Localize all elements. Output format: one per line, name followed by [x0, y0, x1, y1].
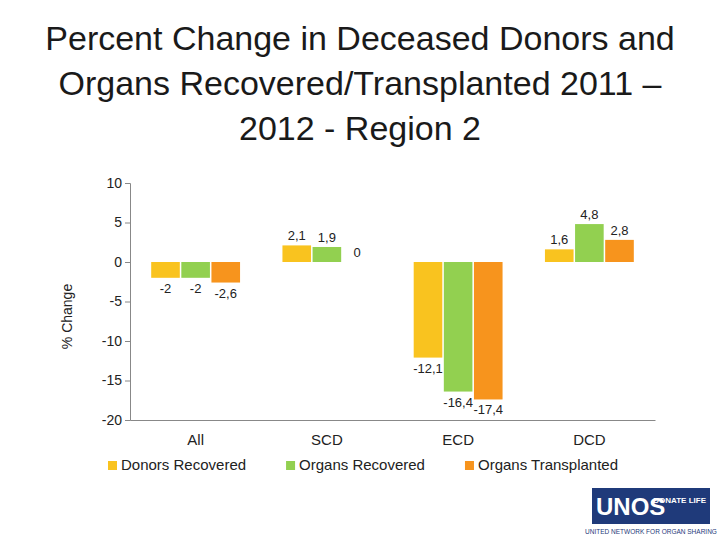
bar: [313, 247, 342, 262]
data-label: 2,1: [288, 228, 306, 243]
data-label: -17,4: [473, 402, 503, 417]
y-tick-label: -5: [110, 293, 123, 309]
bar: [575, 224, 604, 262]
bar: [151, 262, 180, 278]
x-tick-label: All: [187, 431, 204, 448]
x-axis: All SCD ECD DCD: [131, 420, 656, 448]
bars: [151, 224, 634, 399]
data-labels: -2 2,1 -12,1 1,6 -2 1,9 -16,4 4,8 -2,6 0 -17,4 2,8: [160, 207, 629, 417]
chart-container: Percent Change in Deceased Donors and Org…: [0, 0, 720, 540]
bar: [444, 262, 473, 392]
x-tick-label: DCD: [573, 431, 606, 448]
y-tick-label: 0: [114, 254, 122, 270]
bar: [414, 262, 443, 358]
legend-label: Organs Recovered: [299, 456, 425, 473]
y-tick: -15: [102, 372, 130, 388]
bar: [211, 262, 240, 283]
y-tick-mark: [125, 341, 130, 342]
data-label: 4,8: [580, 207, 598, 222]
y-tick: 5: [114, 214, 130, 230]
y-tick-mark: [125, 381, 130, 382]
y-tick: -20: [102, 412, 130, 428]
title: Percent Change in Deceased Donors and Org…: [45, 19, 674, 147]
y-axis: -20 -15 -10 -5 0 5 10: [102, 175, 131, 428]
legend-swatch: [108, 461, 117, 470]
x-axis-line: [131, 420, 656, 421]
data-label: 1,9: [318, 230, 336, 245]
logo: UNOSDONATE LIFEUNITED NETWORK FOR ORGAN …: [585, 488, 717, 535]
logo-box: [592, 488, 710, 524]
y-tick-mark: [125, 183, 130, 184]
title-line: Organs Recovered/Transplanted 2011 –: [59, 64, 662, 102]
data-label: -12,1: [413, 361, 443, 376]
y-tick: -5: [110, 293, 130, 309]
bar: [474, 262, 503, 399]
y-tick-mark: [125, 420, 130, 421]
x-tick: SCD: [311, 420, 343, 448]
bar: [181, 262, 210, 278]
y-tick-label: 10: [106, 175, 122, 191]
y-axis-line: [125, 184, 131, 421]
y-tick-mark: [125, 262, 130, 263]
legend-item: Organs Recovered: [286, 456, 425, 473]
y-tick: 0: [114, 254, 130, 270]
legend-swatch: [465, 461, 474, 470]
bar: [343, 262, 372, 263]
x-tick-label: SCD: [311, 431, 343, 448]
y-tick-label: -10: [102, 333, 122, 349]
x-tick: ECD: [442, 420, 474, 448]
x-tick-label: ECD: [442, 431, 474, 448]
y-tick-label: -15: [102, 372, 122, 388]
x-tick: DCD: [573, 420, 606, 448]
y-tick-mark: [125, 302, 130, 303]
bar: [605, 240, 634, 262]
annotation: DONATE LIFE: [653, 496, 706, 505]
y-axis-title: % Change: [59, 284, 75, 350]
title-line: Percent Change in Deceased Donors and: [45, 19, 674, 57]
legend-label: Donors Recovered: [121, 456, 246, 473]
legend-item: Organs Transplanted: [465, 456, 618, 473]
data-label: 2,8: [610, 223, 628, 238]
data-label: -2,6: [215, 286, 237, 301]
y-tick: -10: [102, 333, 130, 349]
legend-label: Organs Transplanted: [478, 456, 618, 473]
title-line: 2012 - Region 2: [239, 109, 481, 147]
data-label: 1,6: [550, 232, 568, 247]
y-tick-mark: [125, 223, 130, 224]
data-label: -2: [160, 281, 172, 296]
y-tick-label: -20: [102, 412, 122, 428]
data-label: 0: [353, 245, 360, 260]
data-label: -2: [190, 281, 202, 296]
bar: [282, 245, 311, 262]
legend-item: Donors Recovered: [108, 456, 246, 473]
data-label: -16,4: [443, 395, 473, 410]
x-tick: All: [187, 420, 204, 448]
y-tick: 10: [106, 175, 130, 191]
legend-swatch: [286, 461, 295, 470]
annotation: UNITED NETWORK FOR ORGAN SHARING: [585, 528, 717, 535]
bar: [545, 249, 574, 262]
y-tick-label: 5: [114, 214, 122, 230]
legend: Donors Recovered Organs Recovered Organs T…: [108, 456, 618, 473]
chart-svg: Percent Change in Deceased Donors and Org…: [0, 0, 720, 540]
